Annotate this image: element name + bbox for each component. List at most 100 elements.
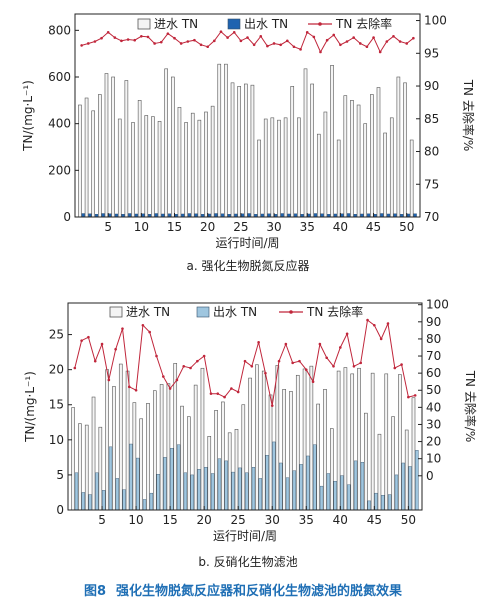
influent-bar — [309, 365, 314, 511]
influent-bar — [237, 86, 241, 218]
removal-rate-point — [292, 45, 296, 49]
influent-bar — [78, 104, 82, 218]
effluent-bar — [170, 448, 174, 511]
legend-effluent-label: 出水 TN — [213, 305, 257, 319]
effluent-bar — [210, 473, 215, 511]
effluent-bar — [129, 443, 133, 511]
removal-rate-point — [407, 395, 410, 399]
removal-rate-point — [386, 322, 390, 325]
removal-rate-point — [239, 39, 243, 43]
effluent-bar — [292, 470, 297, 511]
influent-bar — [146, 403, 150, 511]
influent-bar — [255, 364, 259, 511]
removal-rate-point — [126, 38, 130, 41]
effluent-bar — [380, 213, 384, 218]
influent-bar — [221, 401, 225, 511]
chart-a: 5 10 15 20 25 30 35 40 45 50 0 200 400 600 800 70 75 80 85… — [21, 13, 476, 250]
legend-influent-swatch — [137, 18, 151, 30]
removal-rate-point — [299, 48, 302, 51]
effluent-bar — [136, 457, 140, 511]
x-tick-label: 40 — [333, 220, 348, 234]
removal-rate-point — [202, 354, 206, 358]
influent-bar — [403, 82, 407, 218]
effluent-bar — [81, 492, 86, 511]
panel-a-caption: a. 强化生物脱氮反应器 — [186, 259, 310, 273]
removal-rate-point — [134, 388, 138, 392]
legend-effluent-label: 出水 TN — [244, 17, 288, 31]
plot-frame — [67, 302, 423, 511]
effluent-bar — [280, 213, 285, 218]
influent-bar — [210, 105, 215, 218]
removal-rate-point — [199, 43, 203, 47]
effluent-bar — [142, 499, 147, 511]
removal-rate-point — [196, 359, 199, 363]
y2-tick-label: 75 — [424, 177, 439, 191]
effluent-bar — [258, 478, 263, 511]
y2-tick-label: 80 — [426, 332, 441, 346]
removal-rate-point — [148, 330, 151, 334]
effluent-bar — [102, 490, 106, 511]
removal-rate-point — [352, 36, 355, 39]
x-tick-label: 35 — [299, 513, 314, 527]
removal-rate-point — [266, 44, 269, 48]
influent-bar — [391, 416, 395, 511]
removal-rate-point — [120, 39, 123, 43]
removal-rate-point — [206, 45, 209, 49]
influent-bar — [104, 73, 109, 218]
removal-rate-point — [325, 356, 328, 360]
removal-rate-point — [223, 395, 226, 399]
influent-bar — [111, 76, 115, 218]
effluent-bar — [238, 467, 242, 511]
removal-rate-point — [393, 366, 397, 370]
effluent-bar — [347, 213, 351, 218]
effluent-bar — [333, 481, 337, 511]
removal-rate-point — [155, 354, 158, 358]
removal-rate-point — [325, 38, 329, 42]
effluent-bar — [74, 472, 79, 511]
effluent-bar — [415, 450, 419, 511]
effluent-bar — [214, 213, 218, 218]
removal-rate-point — [93, 359, 97, 363]
removal-rate-point — [236, 390, 240, 394]
x-axis-label: 运行时间/周 — [215, 236, 279, 250]
influent-bar — [112, 386, 116, 511]
influent-bar — [84, 424, 89, 511]
influent-bar — [91, 396, 96, 511]
influent-bar — [214, 410, 218, 511]
x-axis-label: 运行时间/周 — [213, 529, 277, 543]
legend-removal-marker — [318, 22, 322, 26]
effluent-bar — [306, 455, 310, 511]
x-tick-label: 30 — [266, 220, 281, 234]
x-tick-label: 10 — [128, 513, 143, 527]
influent-bar — [224, 63, 228, 218]
y2-tick-label: 70 — [424, 210, 439, 224]
removal-rate-point — [339, 346, 342, 349]
removal-rate-point — [159, 40, 163, 44]
removal-rate-point — [186, 40, 190, 43]
influent-bar — [316, 403, 320, 511]
removal-rate-point — [114, 347, 117, 351]
removal-rate-point — [332, 33, 336, 37]
removal-rate-point — [405, 42, 409, 45]
removal-rate-point — [279, 43, 282, 47]
effluent-bar — [285, 477, 290, 511]
effluent-bar — [272, 441, 276, 511]
influent-bar — [200, 367, 205, 511]
effluent-bar — [401, 462, 405, 511]
x-tick-label: 50 — [399, 220, 414, 234]
influent-bar — [283, 117, 288, 218]
influent-bar — [323, 389, 327, 511]
y-tick-label: 400 — [48, 117, 71, 131]
influent-bar — [303, 68, 308, 218]
legend-effluent-swatch — [227, 18, 241, 30]
influent-bar — [124, 80, 129, 218]
effluent-bar — [367, 500, 371, 511]
removal-rate-point — [400, 363, 403, 366]
effluent-bar — [347, 484, 351, 511]
removal-rate-point — [318, 342, 322, 346]
influent-bar — [117, 118, 122, 218]
y2-tick-label: 90 — [424, 79, 439, 93]
removal-rate-point — [133, 38, 137, 42]
y2-tick-label: 50 — [426, 383, 441, 397]
removal-rate-point — [213, 39, 216, 43]
